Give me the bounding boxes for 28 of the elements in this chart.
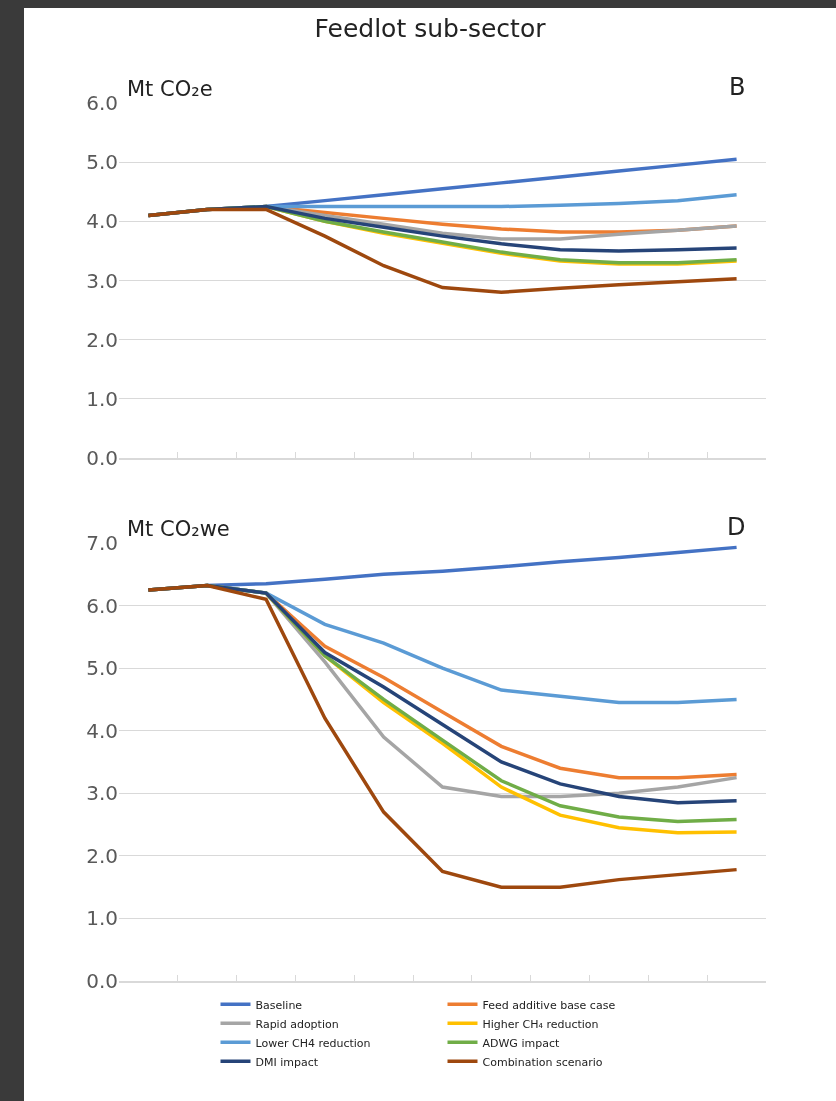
legend-label: Baseline <box>255 998 303 1012</box>
y-tick-label: 2.0 <box>86 843 118 868</box>
y-tick-label: 6.0 <box>86 593 118 618</box>
y-tick-label: 1.0 <box>86 906 118 931</box>
legend-label: Lower CH4 reduction <box>255 1036 371 1050</box>
y-axis-title: Mt CO₂we <box>127 517 230 541</box>
text: B <box>729 73 746 101</box>
y-axis-title: Mt CO₂e <box>127 77 213 101</box>
legend-label: Higher CH₄ reduction <box>482 1017 599 1031</box>
y-tick-label: 2.0 <box>86 327 118 352</box>
y-tick-label: 1.0 <box>86 386 118 411</box>
y-tick-label: 5.0 <box>86 150 118 175</box>
y-tick-label: 0.0 <box>86 969 118 993</box>
chart-title: Feedlot sub-sector <box>314 14 547 44</box>
y-tick-label: 7.0 <box>86 531 118 555</box>
legend-label: DMI impact <box>255 1055 319 1069</box>
y-tick-label: 3.0 <box>86 781 118 806</box>
y-tick-label: 4.0 <box>86 209 118 234</box>
y-tick-label: 5.0 <box>86 656 118 681</box>
y-tick-label: 4.0 <box>86 718 118 743</box>
legend-label: ADWG impact <box>482 1036 560 1050</box>
text: D <box>727 513 746 541</box>
y-tick-label: 3.0 <box>86 268 118 293</box>
y-tick-label: 0.0 <box>86 446 118 470</box>
y-tick-label: 6.0 <box>86 91 118 115</box>
legend-label: Combination scenario <box>482 1055 603 1069</box>
legend-label: Rapid adoption <box>255 1017 339 1031</box>
legend-label: Feed additive base case <box>482 998 616 1012</box>
